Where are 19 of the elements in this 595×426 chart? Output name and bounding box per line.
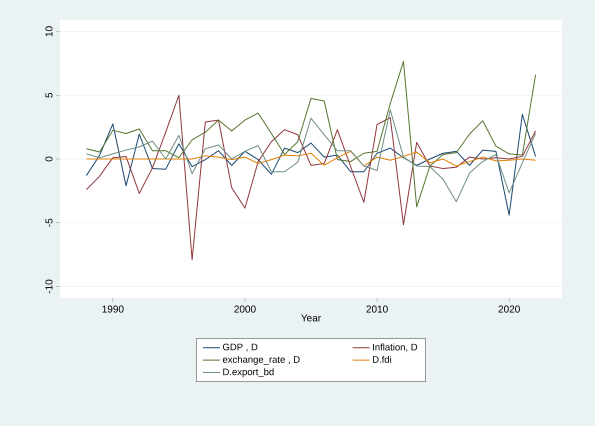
legend-label: exchange_rate , D: [222, 356, 300, 365]
y-tick-label: 0: [45, 156, 52, 162]
legend-label: GDP , D: [222, 344, 258, 352]
x-tick-label: 2020: [498, 306, 520, 313]
y-tick-label: 5: [46, 92, 52, 98]
line-series: [86, 94, 536, 260]
y-tick-label: -5: [46, 218, 52, 227]
x-axis-title: Year: [301, 314, 321, 322]
x-tick-label: 2000: [234, 306, 256, 313]
line-series: [86, 60, 536, 208]
y-tick-label: -10: [45, 280, 52, 294]
legend-label: Inflation, D: [373, 344, 418, 352]
legend-label: D.export_bd: [223, 368, 274, 378]
legend-label: D.fdi: [372, 356, 392, 363]
line-series: [86, 109, 536, 202]
x-tick-label: 2010: [366, 306, 388, 313]
line-series: [86, 114, 536, 216]
x-tick-label: 1990: [102, 306, 124, 313]
y-tick-label: 10: [45, 26, 52, 36]
